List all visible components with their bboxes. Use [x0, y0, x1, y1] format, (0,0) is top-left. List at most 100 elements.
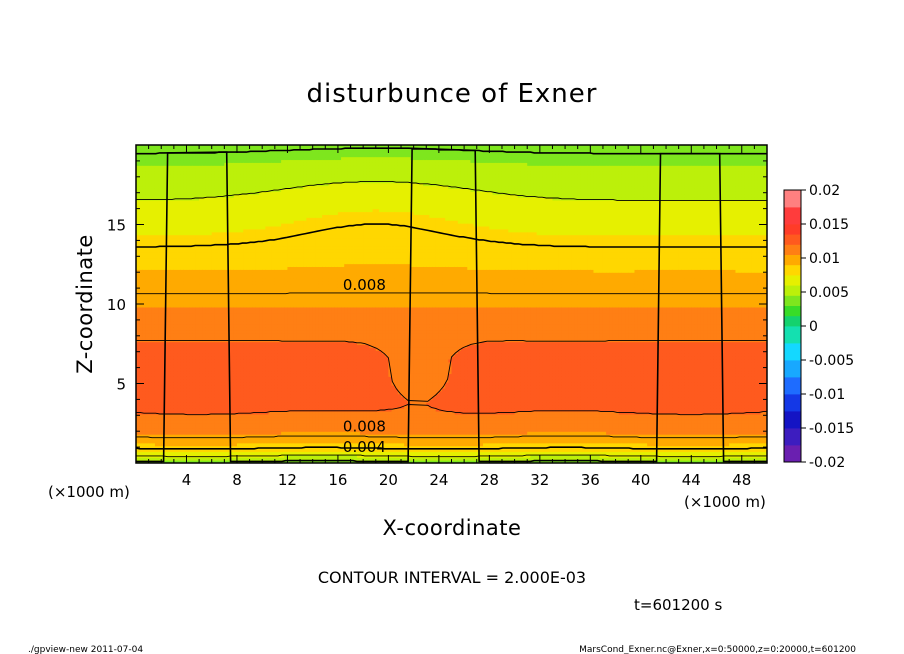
field-cell	[233, 168, 238, 172]
field-cell	[164, 335, 169, 340]
field-cell	[167, 460, 172, 463]
field-cell	[221, 228, 225, 233]
field-cell	[170, 223, 175, 227]
field-cell	[236, 448, 241, 453]
field-cell	[164, 448, 169, 453]
field-cell	[233, 439, 238, 444]
field-cell	[139, 283, 143, 288]
field-cell	[224, 399, 229, 403]
field-cell	[233, 341, 238, 346]
field-cell	[192, 350, 197, 354]
field-cell	[180, 318, 184, 322]
field-cell	[170, 301, 175, 305]
field-cell	[158, 330, 162, 334]
field-cell	[195, 173, 200, 178]
field-cell	[164, 445, 169, 450]
field-cell	[202, 341, 206, 346]
field-cell	[151, 451, 156, 455]
field-cell	[170, 182, 175, 187]
field-cell	[199, 234, 203, 239]
field-cell	[142, 194, 147, 198]
field-cell	[173, 350, 178, 354]
field-cell	[151, 220, 156, 224]
field-cell	[161, 399, 165, 403]
field-cell	[180, 165, 184, 169]
field-cell	[167, 231, 172, 236]
field-cell	[186, 457, 191, 461]
field-cell	[167, 266, 172, 270]
field-cell	[161, 298, 165, 302]
field-cell	[136, 283, 140, 288]
field-cell	[180, 162, 184, 166]
field-cell	[199, 370, 203, 374]
field-cell	[167, 237, 172, 241]
field-cell	[236, 225, 241, 230]
field-cell	[173, 335, 178, 340]
field-cell	[136, 396, 140, 400]
field-cell	[139, 185, 143, 189]
field-cell	[211, 277, 216, 282]
field-cell	[151, 324, 156, 328]
field-cell	[199, 347, 203, 351]
field-cell	[164, 145, 169, 149]
field-cell	[151, 330, 156, 334]
field-cell	[139, 422, 143, 427]
field-cell	[205, 251, 210, 256]
field-cell	[170, 225, 175, 230]
field-cell	[214, 399, 219, 403]
field-cell	[148, 211, 153, 215]
field-cell	[186, 225, 191, 230]
field-cell	[186, 376, 191, 380]
field-cell	[142, 321, 147, 325]
field-cell	[151, 197, 156, 201]
field-cell	[164, 439, 169, 444]
field-cell	[154, 370, 159, 374]
field-cell	[236, 425, 241, 429]
field-cell	[186, 168, 191, 172]
field-cell	[211, 370, 216, 374]
field-cell	[145, 425, 150, 429]
field-cell	[142, 390, 147, 395]
field-cell	[154, 419, 159, 424]
field-cell	[230, 159, 235, 163]
field-cell	[173, 324, 178, 328]
field-cell	[211, 283, 216, 288]
field-cell	[192, 376, 197, 380]
field-cell	[227, 182, 232, 187]
field-cell	[186, 304, 191, 308]
field-cell	[148, 419, 153, 424]
field-cell	[205, 428, 210, 432]
field-cell	[224, 289, 229, 294]
field-cell	[230, 182, 235, 187]
field-cell	[227, 173, 232, 178]
field-cell	[230, 153, 235, 158]
field-cell	[221, 197, 225, 201]
field-cell	[221, 358, 225, 363]
field-cell	[221, 147, 225, 152]
field-cell	[136, 208, 140, 213]
field-cell	[173, 243, 178, 247]
field-cell	[170, 185, 175, 189]
field-cell	[167, 263, 172, 268]
field-cell	[221, 179, 225, 184]
field-cell	[145, 358, 150, 363]
field-cell	[151, 260, 156, 265]
field-cell	[161, 205, 165, 210]
field-cell	[164, 356, 169, 360]
field-cell	[183, 419, 188, 424]
field-cell	[170, 344, 175, 348]
field-cell	[192, 211, 197, 215]
field-cell	[214, 208, 219, 213]
field-cell	[211, 312, 216, 317]
field-cell	[183, 324, 188, 328]
field-cell	[145, 431, 150, 435]
field-cell	[183, 243, 188, 247]
field-cell	[211, 171, 216, 175]
field-cell	[170, 399, 175, 403]
field-cell	[161, 382, 165, 386]
field-cell	[170, 358, 175, 363]
field-cell	[224, 220, 229, 224]
field-cell	[145, 367, 150, 372]
field-cell	[148, 266, 153, 270]
field-cell	[177, 347, 181, 351]
